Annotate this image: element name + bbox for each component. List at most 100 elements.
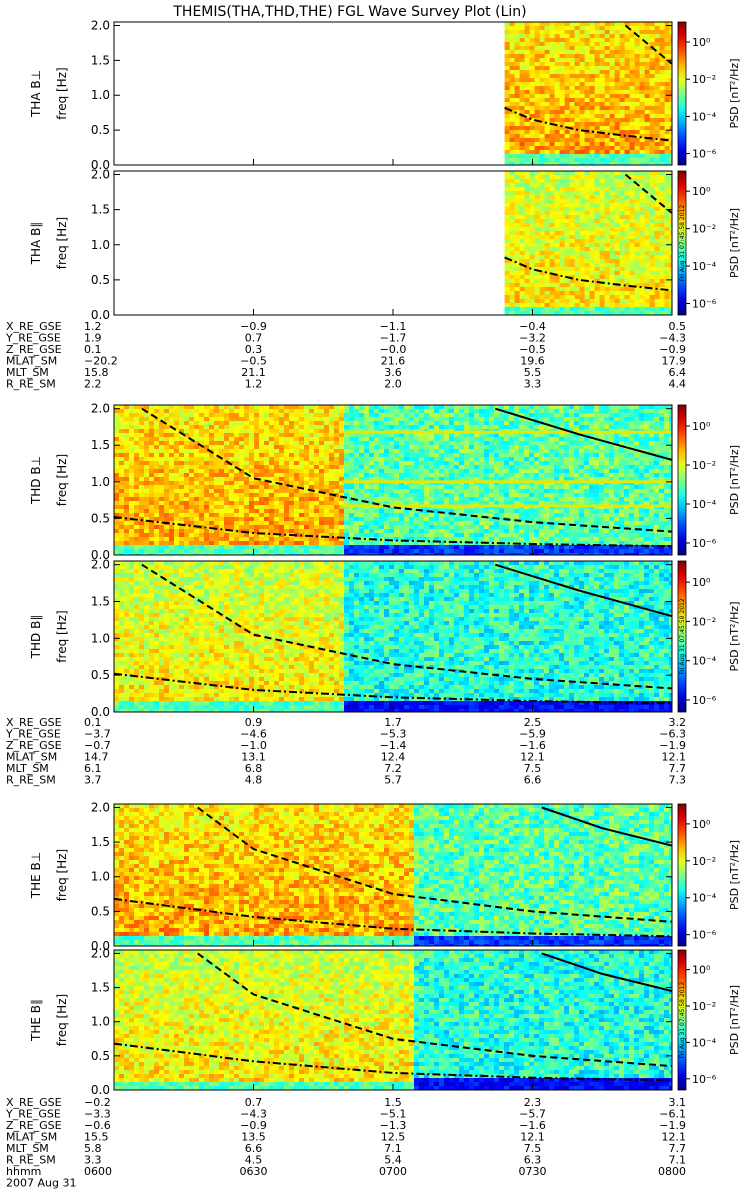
ephemeris-value: 7.7 bbox=[669, 1142, 687, 1155]
ephemeris-value: 0.3 bbox=[245, 343, 263, 356]
colorbar-tick-label: 10⁻² bbox=[692, 73, 716, 86]
ephemeris-row-label: X_RE_GSE bbox=[6, 320, 62, 333]
ephemeris-value: 21.6 bbox=[381, 355, 406, 368]
ephemeris-value: 3.3 bbox=[84, 1154, 102, 1167]
panel-label: THD B∥ bbox=[29, 615, 43, 660]
y-tick-label: 1.5 bbox=[91, 595, 110, 609]
ephemeris-value: 17.9 bbox=[662, 355, 687, 368]
ephemeris-value: 6.3 bbox=[524, 1154, 542, 1167]
y-tick-label: 0.5 bbox=[91, 273, 110, 287]
ephemeris-value: −0.2 bbox=[84, 1096, 111, 1109]
ephemeris-value: −3.2 bbox=[519, 332, 546, 345]
ephemeris-value: −0.4 bbox=[519, 320, 546, 333]
panel-tha-par: 0.0 0.5 1.0 1.5 2.0 THA B∥ freq [Hz] 10⁰ 10⁻² 10⁻… bbox=[29, 168, 741, 322]
ephemeris-value: −1.6 bbox=[519, 739, 546, 752]
colorbar-tick-label: 10⁻⁴ bbox=[692, 498, 717, 511]
colorbar-tick-label: 10⁰ bbox=[692, 185, 711, 198]
ephemeris-row-label: MLT_SM bbox=[6, 762, 49, 775]
ephemeris-value: 2.2 bbox=[84, 378, 102, 391]
ephemeris-row-label: Y_RE_GSE bbox=[5, 1108, 61, 1121]
panel-label: THA B⊥ bbox=[29, 70, 43, 118]
x-tick-label: 0800 bbox=[658, 1165, 686, 1178]
colorbar-gradient bbox=[677, 404, 687, 556]
bright-stripe bbox=[341, 480, 672, 484]
ephemeris-value: −20.2 bbox=[84, 355, 118, 368]
ephemeris-value: −4.3 bbox=[659, 332, 686, 345]
colorbar-tick-label: 10⁻⁶ bbox=[692, 929, 717, 942]
model-line-dashed bbox=[624, 24, 672, 65]
bright-stripe bbox=[341, 504, 672, 508]
colorbar-tick-label: 10⁻⁴ bbox=[692, 892, 717, 905]
spectrogram-heatmap bbox=[504, 171, 672, 315]
ephemeris-value: 7.7 bbox=[669, 762, 687, 775]
model-line-dash-dot bbox=[114, 897, 672, 938]
ephemeris-row-label: Z_RE_GSE bbox=[6, 343, 62, 356]
colorbar-tick-label: 10⁻⁴ bbox=[692, 1036, 717, 1049]
ephemeris-value: 4.5 bbox=[245, 1154, 263, 1167]
ephemeris-value: −0.5 bbox=[240, 355, 267, 368]
colorbar-label: PSD [nT²/Hz] bbox=[728, 985, 741, 1055]
colorbar: 10⁰ 10⁻² 10⁻⁴ 10⁻⁶ PSD [nT²/Hz] bbox=[677, 21, 741, 166]
ephemeris-value: 5.7 bbox=[384, 774, 402, 787]
colorbar-tick-label: 10⁻² bbox=[692, 223, 716, 236]
y-tick-label: 0.0 bbox=[91, 308, 110, 322]
colorbar-gradient bbox=[677, 803, 687, 947]
ephemeris-value: 3.1 bbox=[669, 1096, 687, 1109]
ephemeris-value: −0.7 bbox=[84, 739, 111, 752]
ephemeris-tha: X_RE_GSE 1.2 −0.9 −1.1 −0.4 0.5 Y_RE_GSE 1.9 0.7… bbox=[5, 320, 686, 391]
timestamp-label: Fri Aug 31 07:45:58 2012 bbox=[679, 982, 686, 1059]
ephemeris-value: 15.5 bbox=[84, 1131, 109, 1144]
ephemeris-value: 4.8 bbox=[245, 774, 263, 787]
ephemeris-value: 0.9 bbox=[245, 716, 263, 729]
colorbar: 10⁰ 10⁻² 10⁻⁴ 10⁻⁶ PSD [nT²/Hz] Fri Aug 31 07… bbox=[677, 170, 741, 316]
ephemeris-the: X_RE_GSE −0.2 0.7 1.5 2.3 3.1 Y_RE_GSE −3.3 −4.3… bbox=[5, 1096, 686, 1190]
x-tick-label: 0730 bbox=[519, 1165, 547, 1178]
ephemeris-value: 3.6 bbox=[384, 366, 402, 379]
ephemeris-row-label: R_RE_SM bbox=[6, 378, 56, 391]
timestamp-label: Fri Aug 31 07:45:58 2012 bbox=[679, 205, 686, 282]
y-tick-label: 2.0 bbox=[91, 402, 110, 416]
ephemeris-value: 13.1 bbox=[241, 751, 266, 764]
y-tick-label: 2.0 bbox=[91, 168, 110, 182]
colorbar-tick-label: 10⁻⁴ bbox=[692, 110, 717, 123]
panel-thd-perp: 0.0 0.5 1.0 1.5 2.0 THD B⊥ freq [Hz] 10⁰ 10⁻² 10⁻… bbox=[29, 402, 741, 562]
ephemeris-value: −4.6 bbox=[240, 728, 267, 741]
ephemeris-value: 21.1 bbox=[241, 366, 266, 379]
y-axis-label: freq [Hz] bbox=[55, 610, 69, 662]
colorbar-tick-label: 10⁻² bbox=[692, 459, 716, 472]
ephemeris-value: −0.9 bbox=[659, 343, 686, 356]
y-tick-label: 0.5 bbox=[91, 123, 110, 137]
ephemeris-row-label: Z_RE_GSE bbox=[6, 739, 62, 752]
y-tick-label: 0.0 bbox=[91, 548, 110, 562]
colorbar-gradient bbox=[677, 21, 687, 166]
date-label: 2007 Aug 31 bbox=[6, 1177, 76, 1190]
ephemeris-value: −5.3 bbox=[380, 728, 407, 741]
ephemeris-row-label: Z_RE_GSE bbox=[6, 1119, 62, 1132]
y-axis-label: freq [Hz] bbox=[55, 454, 69, 506]
ephemeris-value: 6.6 bbox=[524, 774, 542, 787]
ephemeris-value: 12.1 bbox=[662, 1131, 687, 1144]
colorbar-tick-label: 10⁻⁴ bbox=[692, 655, 717, 668]
colorbar-tick-label: 10⁻² bbox=[692, 1000, 716, 1013]
colorbar: 10⁰ 10⁻² 10⁻⁴ 10⁻⁶ PSD [nT²/Hz] Fri Aug 31 07… bbox=[677, 560, 741, 713]
colorbar-tick-label: 10⁰ bbox=[692, 36, 711, 49]
ephemeris-value: 6.8 bbox=[245, 762, 263, 775]
ephemeris-value: −3.3 bbox=[84, 1108, 111, 1121]
colorbar-tick-label: 10⁰ bbox=[692, 818, 711, 831]
panel-the-perp: 0.0 0.5 1.0 1.5 2.0 THE B⊥ freq [Hz] 10⁰ 10⁻² 10⁻… bbox=[29, 800, 741, 953]
model-line-solid bbox=[495, 563, 672, 618]
ephemeris-value: 19.6 bbox=[520, 355, 545, 368]
y-tick-label: 2.0 bbox=[91, 558, 110, 572]
ephemeris-value: 7.2 bbox=[384, 762, 402, 775]
colorbar-tick-label: 10⁻⁶ bbox=[692, 537, 717, 550]
ephemeris-value: 1.5 bbox=[384, 1096, 402, 1109]
y-tick-label: 1.5 bbox=[91, 53, 110, 67]
colorbar-gradient bbox=[677, 170, 687, 316]
ephemeris-value: −0.5 bbox=[519, 343, 546, 356]
ephemeris-value: −0.9 bbox=[240, 1119, 267, 1132]
colorbar-label: PSD [nT²/Hz] bbox=[728, 58, 741, 128]
ephemeris-value: 6.4 bbox=[669, 366, 687, 379]
x-tick-label: 0700 bbox=[379, 1165, 407, 1178]
ephemeris-value: 15.8 bbox=[84, 366, 109, 379]
